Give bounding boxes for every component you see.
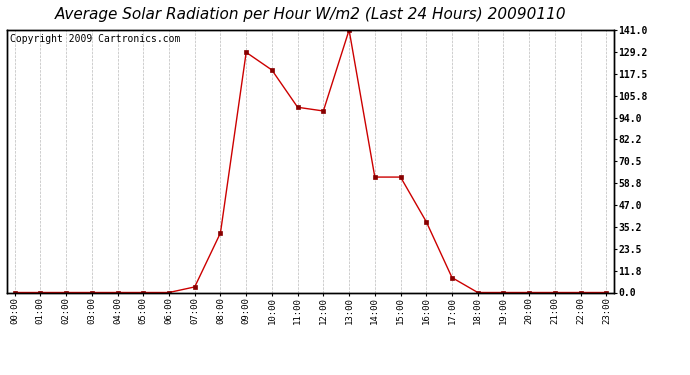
Text: Copyright 2009 Cartronics.com: Copyright 2009 Cartronics.com (10, 34, 180, 44)
Text: Average Solar Radiation per Hour W/m2 (Last 24 Hours) 20090110: Average Solar Radiation per Hour W/m2 (L… (55, 8, 566, 22)
